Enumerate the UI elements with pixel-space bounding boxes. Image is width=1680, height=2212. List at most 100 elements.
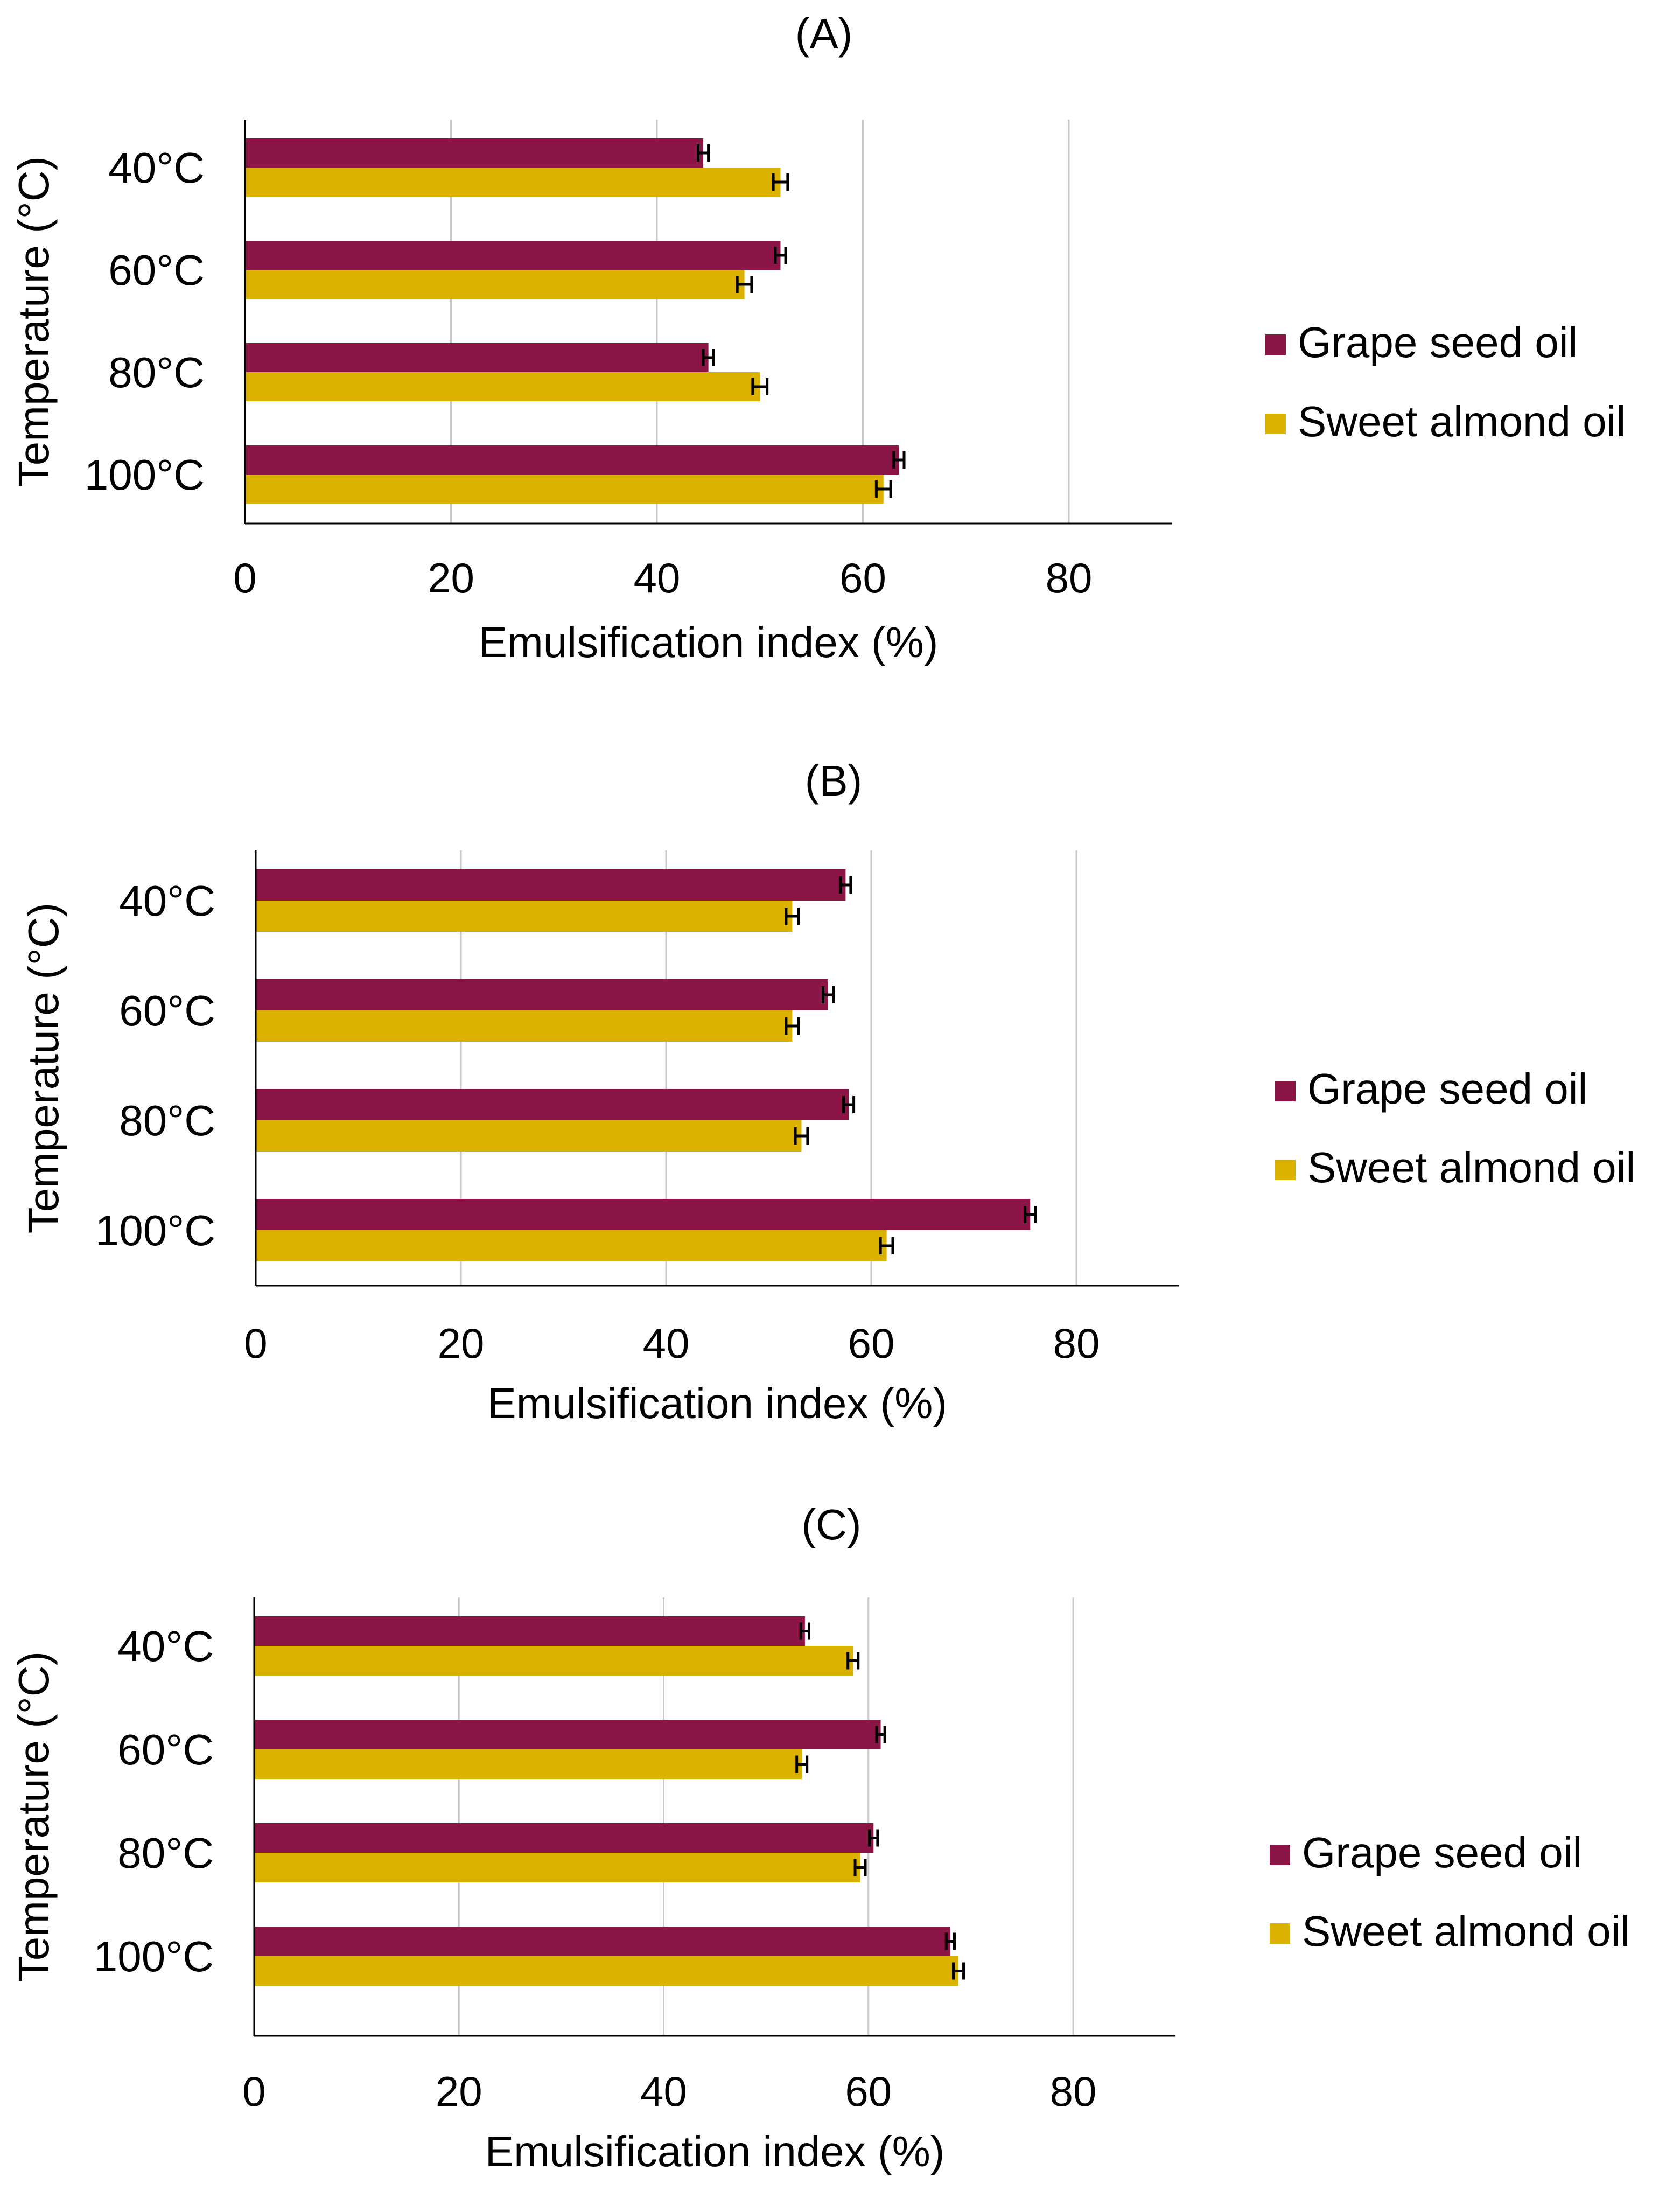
chart-a-x-tick-label: 40 [634,554,681,602]
chart-c-legend-swatch [1270,1923,1290,1944]
chart-b-y-tick-label: 40°C [119,877,215,925]
chart-a-error-bar [892,451,906,469]
chart-c-x-tick-label: 0 [242,2068,265,2115]
chart-c-error-bar [846,1652,860,1670]
chart-a-bar [245,138,704,168]
chart-c-x-tick-label: 40 [640,2068,687,2115]
chart-b-error-bar [785,1017,800,1035]
chart-panel-b: (B) 40°C 60°C 80°C 100°C 0 20 40 60 80 Emulsificat… [0,737,1680,1475]
chart-a-error-bar [736,276,753,293]
chart-b-error-bar [1024,1206,1037,1223]
chart-panel-c: (C) 40°C 60°C 80°C 100°C 0 20 40 60 80 Emulsificat… [0,1475,1680,2212]
chart-a-y-tick-label: 80°C [108,348,205,396]
chart-b-svg: (B) 40°C 60°C 80°C 100°C 0 20 40 60 80 Emulsificat… [19,757,1635,1427]
chart-b-error-bar [821,986,835,1003]
chart-b-y-tick-label: 60°C [119,987,215,1035]
chart-c-bar [254,1927,950,1956]
chart-a-y-tick-label: 40°C [108,144,205,192]
chart-a-bar [245,372,760,401]
chart-a-y-axis-label: Temperature (°C) [10,156,58,487]
chart-b-bar [256,1230,887,1261]
chart-b-error-bar [839,876,852,894]
chart-a-error-bar [774,247,787,264]
chart-b-bar [256,979,828,1010]
chart-c-bar [254,1646,853,1676]
chart-c-legend-label: Sweet almond oil [1302,1907,1630,1955]
chart-a-legend-label: Grape seed oil [1298,318,1578,366]
chart-c-bar [254,1720,881,1749]
chart-a-legend-label: Sweet almond oil [1298,397,1626,445]
chart-b-legend-label: Sweet almond oil [1307,1143,1635,1191]
chart-c-y-tick-label: 60°C [117,1726,214,1774]
chart-c-error-bar [853,1859,867,1876]
chart-a-error-bar [772,173,789,191]
chart-c-y-tick-label: 100°C [94,1932,214,1980]
chart-b-x-tick-label: 80 [1053,1320,1100,1367]
chart-b-bar [256,1199,1031,1230]
chart-a-legend-swatch [1265,414,1286,434]
chart-a-error-bar [702,349,715,366]
chart-a-bar [245,241,781,270]
chart-b-legend-swatch [1275,1160,1296,1180]
chart-a-y-tick-label: 100°C [85,451,205,499]
chart-b-legend-label: Grape seed oil [1307,1065,1587,1113]
chart-b-y-axis-label: Temperature (°C) [19,903,67,1233]
chart-a-bar [245,270,745,299]
chart-a-bar [245,445,899,475]
chart-c-bar [254,1616,805,1646]
chart-a-x-tick-label: 60 [839,554,886,602]
chart-b-x-tick-label: 20 [438,1320,485,1367]
chart-b-y-tick-label: 100°C [95,1206,215,1254]
chart-a-svg: (A) 40°C 60°C 80°C 100°C 0 20 40 60 80 Emulsificat… [10,10,1626,666]
chart-a-error-bar [874,480,892,498]
chart-c-legend-swatch [1270,1845,1290,1865]
chart-b-error-bar [879,1237,894,1254]
chart-b-error-bar [785,908,800,925]
chart-a-x-tick-label: 0 [233,554,256,602]
chart-c-x-tick-label: 80 [1050,2068,1097,2115]
chart-b-bar [256,869,846,901]
chart-a-x-axis-label: Emulsification index (%) [479,618,939,666]
chart-c-error-bar [875,1726,886,1743]
chart-c-title: (C) [801,1501,861,1548]
chart-c-error-bar [795,1755,809,1773]
chart-a-x-tick-label: 20 [428,554,474,602]
chart-b-title: (B) [805,757,863,805]
chart-a-bar [245,168,781,197]
chart-b-error-bar [842,1096,856,1113]
chart-b-x-axis-label: Emulsification index (%) [487,1379,947,1427]
chart-a-title: (A) [795,10,853,58]
chart-c-bar [254,1749,802,1779]
chart-a-y-tick-label: 60°C [108,246,205,294]
chart-c-x-tick-label: 20 [436,2068,482,2115]
chart-b-y-tick-label: 80°C [119,1097,215,1145]
chart-c-error-bar [799,1622,810,1640]
chart-c-x-tick-label: 60 [845,2068,892,2115]
chart-a-error-bar [751,378,769,395]
chart-c-bar [254,1956,959,1986]
chart-c-bar [254,1823,874,1853]
chart-a-legend-swatch [1265,334,1286,355]
chart-b-x-tick-label: 40 [643,1320,690,1367]
chart-c-legend-label: Grape seed oil [1302,1829,1582,1876]
chart-c-svg: (C) 40°C 60°C 80°C 100°C 0 20 40 60 80 Emulsificat… [10,1501,1630,2175]
chart-panel-a: (A) 40°C 60°C 80°C 100°C 0 20 40 60 80 Emulsificat… [0,0,1680,737]
chart-c-error-bar [868,1829,879,1847]
chart-a-x-tick-label: 80 [1046,554,1093,602]
chart-a-error-bar [697,144,710,162]
chart-b-bar [256,1089,849,1120]
chart-c-y-tick-label: 80°C [117,1829,214,1877]
chart-a-bar [245,475,884,504]
chart-c-error-bar [944,1932,956,1950]
chart-b-legend-swatch [1275,1081,1296,1101]
chart-b-error-bar [794,1127,809,1145]
chart-b-x-tick-label: 60 [848,1320,895,1367]
chart-c-y-tick-label: 40°C [117,1622,214,1670]
chart-b-bar [256,1120,802,1152]
chart-a-bar [245,343,709,372]
chart-c-error-bar [952,1962,965,1980]
chart-c-y-axis-label: Temperature (°C) [10,1651,58,1982]
chart-b-bar [256,901,793,932]
chart-c-bar [254,1853,860,1882]
chart-b-x-tick-label: 0 [244,1320,267,1367]
